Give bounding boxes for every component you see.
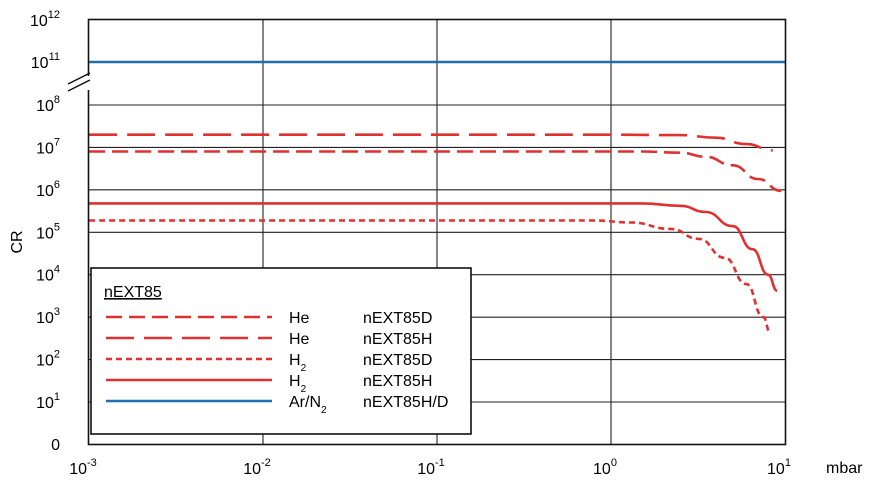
- plot-frame: [87, 18, 787, 446]
- legend-model-label: nEXT85H: [363, 373, 432, 390]
- x-axis-unit-label: mbar: [826, 460, 863, 477]
- legend-title: nEXT85: [104, 284, 162, 301]
- legend-gas-label: H2: [289, 373, 307, 395]
- x-tick-label: 10-2: [243, 457, 271, 478]
- legend-entries: He nEXT85D He nEXT85H H2 nEXT85D H2 nEXT85H Ar/N…: [106, 310, 448, 416]
- legend-gas-label: Ar/N2: [289, 394, 327, 416]
- legend-model-label: nEXT85H: [363, 331, 432, 348]
- y-tick-label: 1012: [30, 9, 60, 30]
- legend: nEXT85 He nEXT85D He nEXT85H H2 nEXT85D H2 nEXT…: [90, 267, 472, 435]
- axis-break-line: [67, 79, 91, 92]
- y-tick-label: 101: [36, 391, 60, 412]
- x-tick-label: 10-1: [417, 457, 445, 478]
- x-tick-label: 101: [767, 457, 791, 478]
- legend-box: [90, 267, 472, 435]
- y-tick-label: 105: [36, 221, 60, 242]
- legend-model-label: nEXT85H/D: [363, 394, 448, 411]
- x-tick-label: 10-3: [69, 457, 97, 478]
- series-group: [89, 60, 785, 334]
- x-tick-labels: 10-3 10-2 10-1 100 101: [69, 457, 791, 478]
- y-axis-label: CR: [9, 230, 26, 253]
- y-tick-label: 106: [36, 179, 60, 200]
- y-tick-labels: 0 101 102 103 104 105 106 107 108 1011 1012: [30, 9, 60, 454]
- y-tick-label: 107: [36, 136, 60, 157]
- legend-model-label: nEXT85D: [363, 352, 432, 369]
- legend-gas-label: He: [289, 310, 310, 327]
- series-line: [89, 202, 778, 292]
- y-tick-label: 104: [36, 264, 60, 285]
- legend-gas-label: He: [289, 331, 310, 348]
- y-axis-break-marker: [60, 72, 91, 92]
- y-tick-label: 1011: [31, 51, 60, 72]
- axis-break-line: [67, 72, 91, 85]
- x-tick-label: 100: [593, 457, 617, 478]
- legend-model-label: nEXT85D: [363, 310, 432, 327]
- legend-gas-label: H2: [289, 352, 307, 374]
- y-tick-label: 103: [36, 306, 60, 327]
- series-line: [89, 133, 773, 152]
- y-tick-label: 108: [36, 94, 60, 115]
- y-tick-label: 102: [36, 349, 60, 370]
- axis-break-gap: [60, 76, 90, 90]
- series-line: [89, 150, 782, 193]
- y-tick-label: 0: [51, 437, 60, 454]
